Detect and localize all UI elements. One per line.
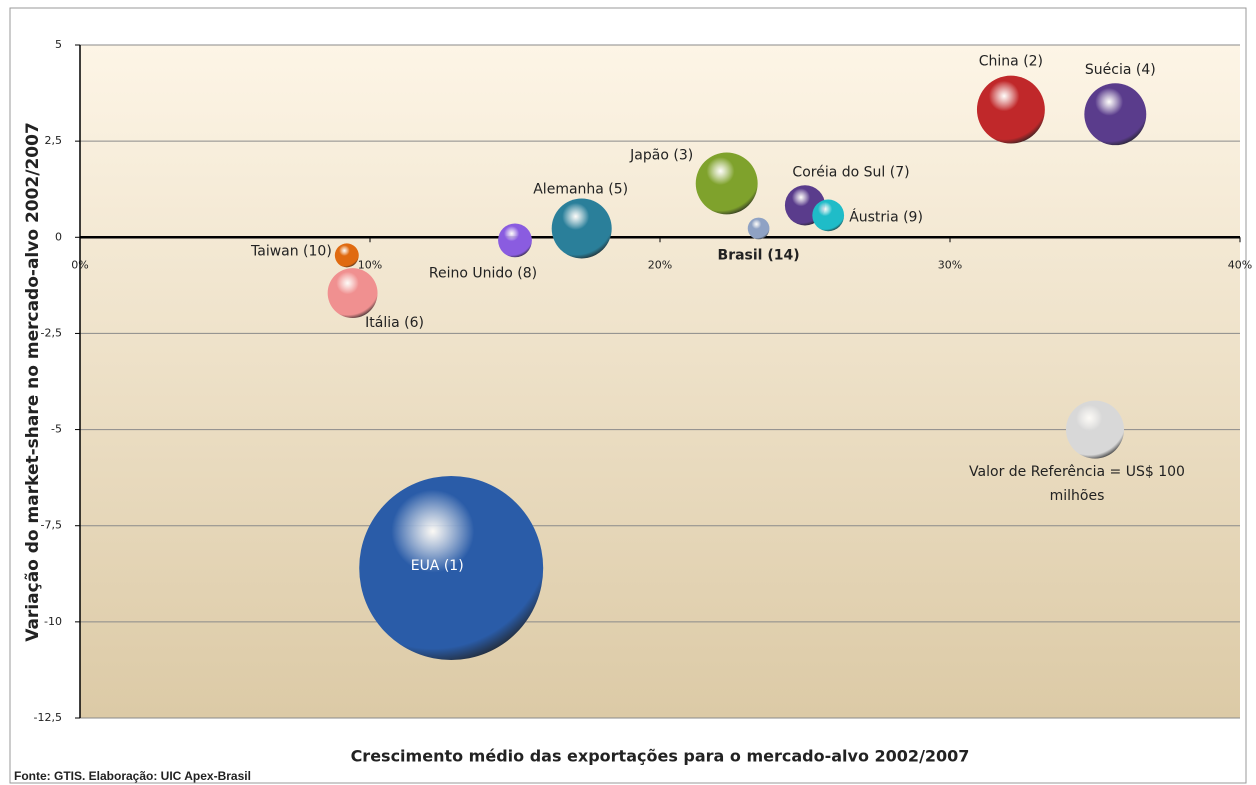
y-tick-label: 5 — [55, 38, 62, 51]
bubble — [334, 243, 359, 268]
reference-label: Valor de Referência = US$ 100 milhões — [969, 464, 1185, 504]
data-label: EUA (1) — [411, 558, 464, 574]
y-tick-label: 2,5 — [45, 134, 63, 147]
y-tick-label: -10 — [44, 615, 62, 628]
bubble — [1084, 83, 1147, 146]
data-label: Alemanha (5) — [533, 181, 628, 197]
data-label: Itália (6) — [365, 315, 424, 331]
plot-area — [80, 45, 1240, 718]
bubble — [812, 199, 845, 232]
data-label: Suécia (4) — [1085, 62, 1156, 78]
source: Fonte: GTIS. Elaboração: UIC Apex-Brasil — [14, 769, 251, 783]
data-label: Brasil (14) — [718, 247, 800, 263]
bubble — [498, 223, 532, 258]
y-tick-label: -12,5 — [34, 711, 62, 724]
y-axis-label: Variação do market-share no mercado-alvo… — [23, 122, 43, 642]
x-tick-label: 20% — [648, 258, 672, 271]
x-axis-label: Crescimento médio das exportações para o… — [351, 747, 970, 766]
bubble — [359, 476, 544, 660]
y-tick-label: -7,5 — [41, 519, 62, 532]
x-tick-label: 30% — [938, 258, 962, 271]
y-tick-label: 0 — [55, 230, 62, 243]
data-label: China (2) — [979, 54, 1043, 70]
y-tick-label: -2,5 — [41, 326, 62, 339]
data-label: Taiwan (10) — [250, 243, 332, 259]
bubble — [327, 268, 378, 318]
reference-bubble — [1066, 400, 1124, 459]
y-tick-label: -5 — [51, 423, 62, 436]
x-tick-label: 40% — [1228, 258, 1252, 271]
data-label: Coréia do Sul (7) — [792, 164, 909, 180]
bubble — [976, 75, 1045, 144]
data-label: Reino Unido (8) — [429, 265, 537, 281]
bubble — [747, 217, 770, 240]
bubble — [695, 152, 758, 215]
data-label: Áustria (9) — [849, 208, 923, 225]
x-tick-label: 10% — [358, 258, 382, 271]
data-label: Japão (3) — [629, 147, 693, 163]
bubble — [551, 198, 612, 259]
